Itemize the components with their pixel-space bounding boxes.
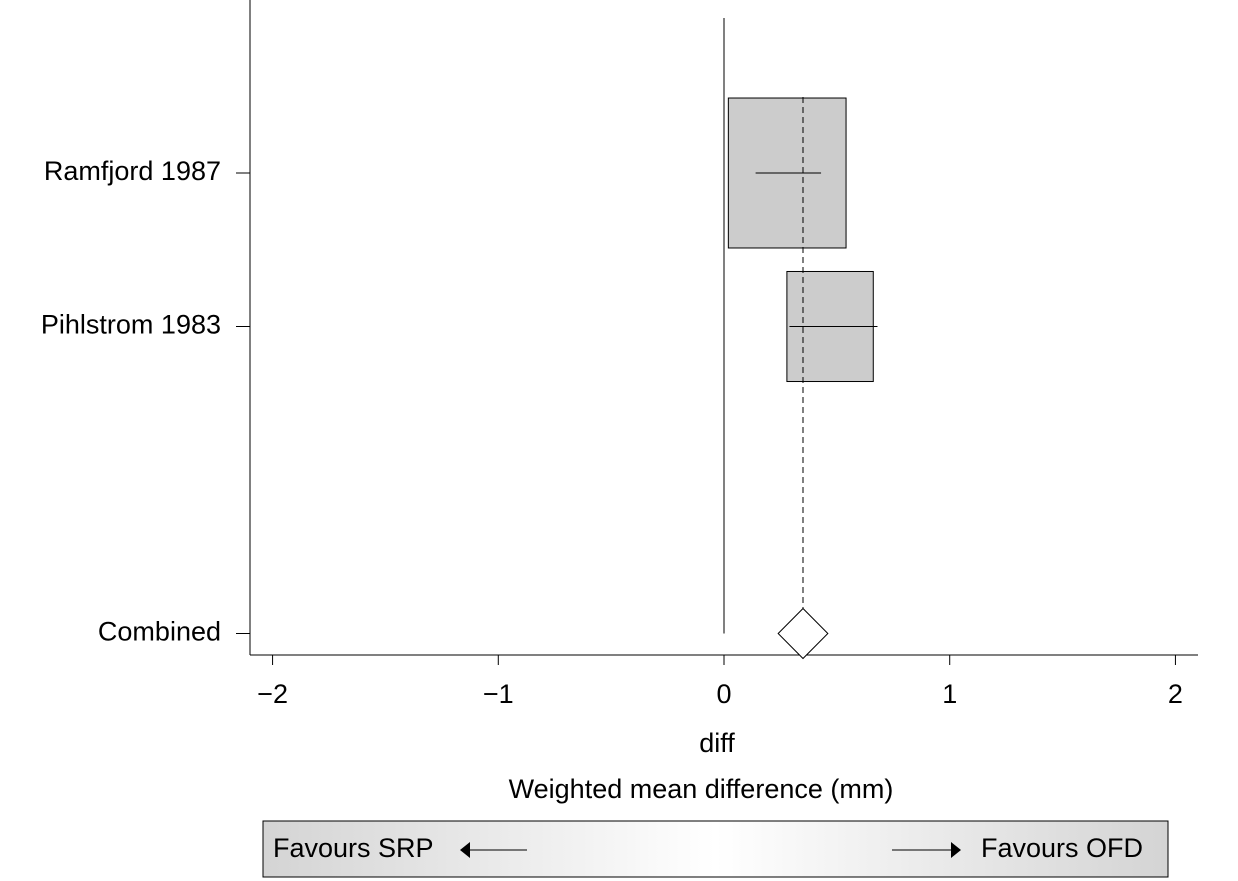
x-tick-label: −1 — [483, 679, 514, 709]
x-label: diff — [699, 728, 735, 758]
favours-box — [262, 820, 1169, 878]
favours-right: Favours OFD — [981, 833, 1143, 863]
y-tick-label: Ramfjord 1987 — [44, 156, 221, 186]
x-tick-label: 0 — [716, 679, 731, 709]
x-tick-label: 2 — [1168, 679, 1183, 709]
arrow-right — [951, 842, 961, 858]
y-tick-label: Combined — [98, 617, 221, 647]
x-title: Weighted mean difference (mm) — [509, 774, 894, 804]
x-tick-label: −2 — [257, 679, 288, 709]
x-tick-label: 1 — [942, 679, 957, 709]
favours-left: Favours SRP — [273, 833, 434, 863]
y-tick-label: Pihlstrom 1983 — [41, 310, 221, 340]
combined-diamond — [777, 607, 829, 660]
arrow-left — [460, 842, 470, 858]
